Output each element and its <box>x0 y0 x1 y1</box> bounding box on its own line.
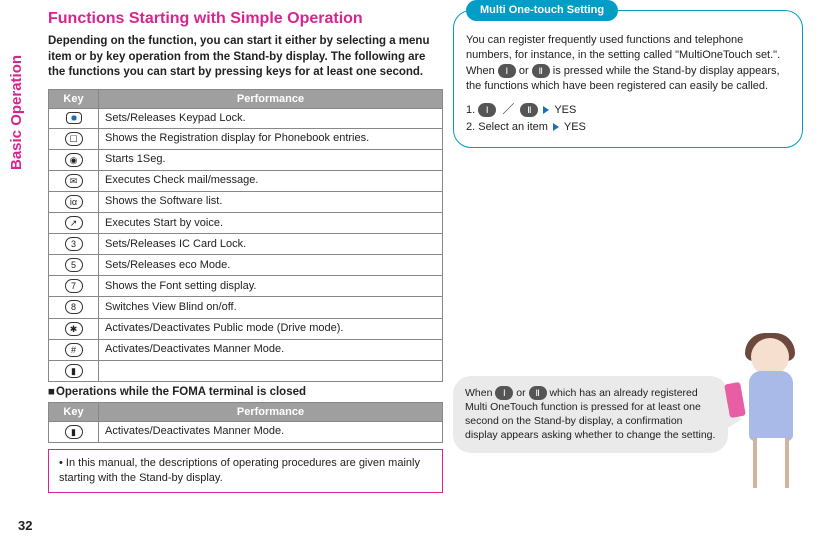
key-icon: 3 <box>65 237 83 251</box>
key-cell: 8 <box>49 297 99 318</box>
performance-cell: Activates/Deactivates Manner Mode. <box>99 339 443 360</box>
intro-text: Depending on the function, you can start… <box>48 34 443 81</box>
step2-yes: YES <box>564 121 586 133</box>
key-icon: ◉ <box>65 153 83 167</box>
table-row: Sets/Releases Keypad Lock. <box>49 108 443 128</box>
key-icon: # <box>65 343 83 357</box>
performance-cell: Starts 1Seg. <box>99 149 443 170</box>
performance-cell: Executes Check mail/message. <box>99 170 443 191</box>
table-row: ◉ Starts 1Seg. <box>49 149 443 170</box>
key-cell: 3 <box>49 234 99 255</box>
key-icon: ☐ <box>65 132 83 146</box>
steps-list: 1. Ⅰ ／ Ⅱ YES 2. Select an item YES <box>466 101 790 136</box>
sub-heading: Operations while the FOMA terminal is cl… <box>48 386 443 398</box>
table-row: 3 Sets/Releases IC Card Lock. <box>49 234 443 255</box>
table-row: ▮ Activates/Deactivates Manner Mode. <box>49 421 443 442</box>
table-row: ☐ Shows the Registration display for Phon… <box>49 128 443 149</box>
note-text: In this manual, the descriptions of oper… <box>59 457 420 484</box>
key-icon-right: Ⅱ <box>529 386 547 400</box>
speech-mid: or <box>516 387 528 399</box>
performance-cell: Activates/Deactivates Public mode (Drive… <box>99 318 443 339</box>
key-icon: ✱ <box>65 322 83 336</box>
page-number: 32 <box>18 518 32 533</box>
arrow-icon <box>553 123 559 131</box>
key-cell: # <box>49 339 99 360</box>
table-row: ✱ Activates/Deactivates Public mode (Driv… <box>49 318 443 339</box>
key-cell: ◉ <box>49 149 99 170</box>
key-icon: 7 <box>65 279 83 293</box>
step-2: 2. Select an item YES <box>466 120 790 135</box>
performance-cell: Sets/Releases eco Mode. <box>99 255 443 276</box>
table-row: 8 Switches View Blind on/off. <box>49 297 443 318</box>
multi-onetouch-callout: Multi One-touch Setting You can register… <box>453 10 803 148</box>
nav-key-icon <box>66 112 82 124</box>
table-row: ▮ <box>49 360 443 381</box>
key-cell: ↗ <box>49 213 99 234</box>
callout-title: Multi One-touch Setting <box>466 0 618 21</box>
key-cell: ☐ <box>49 128 99 149</box>
performance-cell: Shows the Registration display for Phone… <box>99 128 443 149</box>
functions-table: Key Performance Sets/Releases Keypad Loc… <box>48 89 443 382</box>
table-row: # Activates/Deactivates Manner Mode. <box>49 339 443 360</box>
table-row: iα Shows the Software list. <box>49 192 443 213</box>
key-icon-left: Ⅰ <box>495 386 513 400</box>
callout-text-mid: or <box>519 65 532 77</box>
key-cell <box>49 108 99 128</box>
key-icon: ▮ <box>65 425 83 439</box>
page-content: Functions Starting with Simple Operation… <box>0 0 827 493</box>
character-illustration <box>733 333 813 493</box>
key-cell: 5 <box>49 255 99 276</box>
col-key: Key <box>49 89 99 108</box>
key-cell: ▮ <box>49 360 99 381</box>
performance-cell: Sets/Releases Keypad Lock. <box>99 108 443 128</box>
step1-num: 1. <box>466 104 475 116</box>
performance-cell: Switches View Blind on/off. <box>99 297 443 318</box>
key-icon: 5 <box>65 258 83 272</box>
key-cell: ▮ <box>49 421 99 442</box>
key-icon: ↗ <box>65 216 83 230</box>
key-icon: iα <box>65 195 83 209</box>
key-icon: ✉ <box>65 174 83 188</box>
key-icon-right: Ⅱ <box>532 64 550 78</box>
key-cell: 7 <box>49 276 99 297</box>
performance-cell: Sets/Releases IC Card Lock. <box>99 234 443 255</box>
key-icon-right: Ⅱ <box>520 103 538 117</box>
speech-pre: When <box>465 387 495 399</box>
table-row: ✉ Executes Check mail/message. <box>49 170 443 191</box>
step2-text: 2. Select an item <box>466 121 548 133</box>
table-row: 5 Sets/Releases eco Mode. <box>49 255 443 276</box>
closed-ops-table: Key Performance ▮ Activates/Deactivates M… <box>48 402 443 443</box>
step-1: 1. Ⅰ ／ Ⅱ YES <box>466 101 790 118</box>
right-column: Multi One-touch Setting You can register… <box>453 10 803 493</box>
left-column: Functions Starting with Simple Operation… <box>48 10 443 493</box>
note-box: In this manual, the descriptions of oper… <box>48 449 443 493</box>
table-row: 7 Shows the Font setting display. <box>49 276 443 297</box>
speech-bubble: When Ⅰ or Ⅱ which has an already registe… <box>453 376 728 453</box>
step1-yes: YES <box>554 104 576 116</box>
key-icon-left: Ⅰ <box>498 64 516 78</box>
performance-cell: Executes Start by voice. <box>99 213 443 234</box>
key-icon: ▮ <box>65 364 83 378</box>
key-cell: ✉ <box>49 170 99 191</box>
col-performance: Performance <box>99 89 443 108</box>
table-row: ↗ Executes Start by voice. <box>49 213 443 234</box>
performance-cell: Shows the Font setting display. <box>99 276 443 297</box>
slash-icon: ／ <box>502 102 514 116</box>
key-icon: 8 <box>65 300 83 314</box>
key-cell: ✱ <box>49 318 99 339</box>
key-cell: iα <box>49 192 99 213</box>
col-key: Key <box>49 402 99 421</box>
performance-cell: Shows the Software list. <box>99 192 443 213</box>
page-title: Functions Starting with Simple Operation <box>48 10 443 28</box>
col-performance: Performance <box>99 402 443 421</box>
performance-cell: Activates/Deactivates Manner Mode. <box>99 421 443 442</box>
key-icon-left: Ⅰ <box>478 103 496 117</box>
side-section-tab: Basic Operation <box>8 55 25 170</box>
arrow-icon <box>543 106 549 114</box>
performance-cell <box>99 360 443 381</box>
